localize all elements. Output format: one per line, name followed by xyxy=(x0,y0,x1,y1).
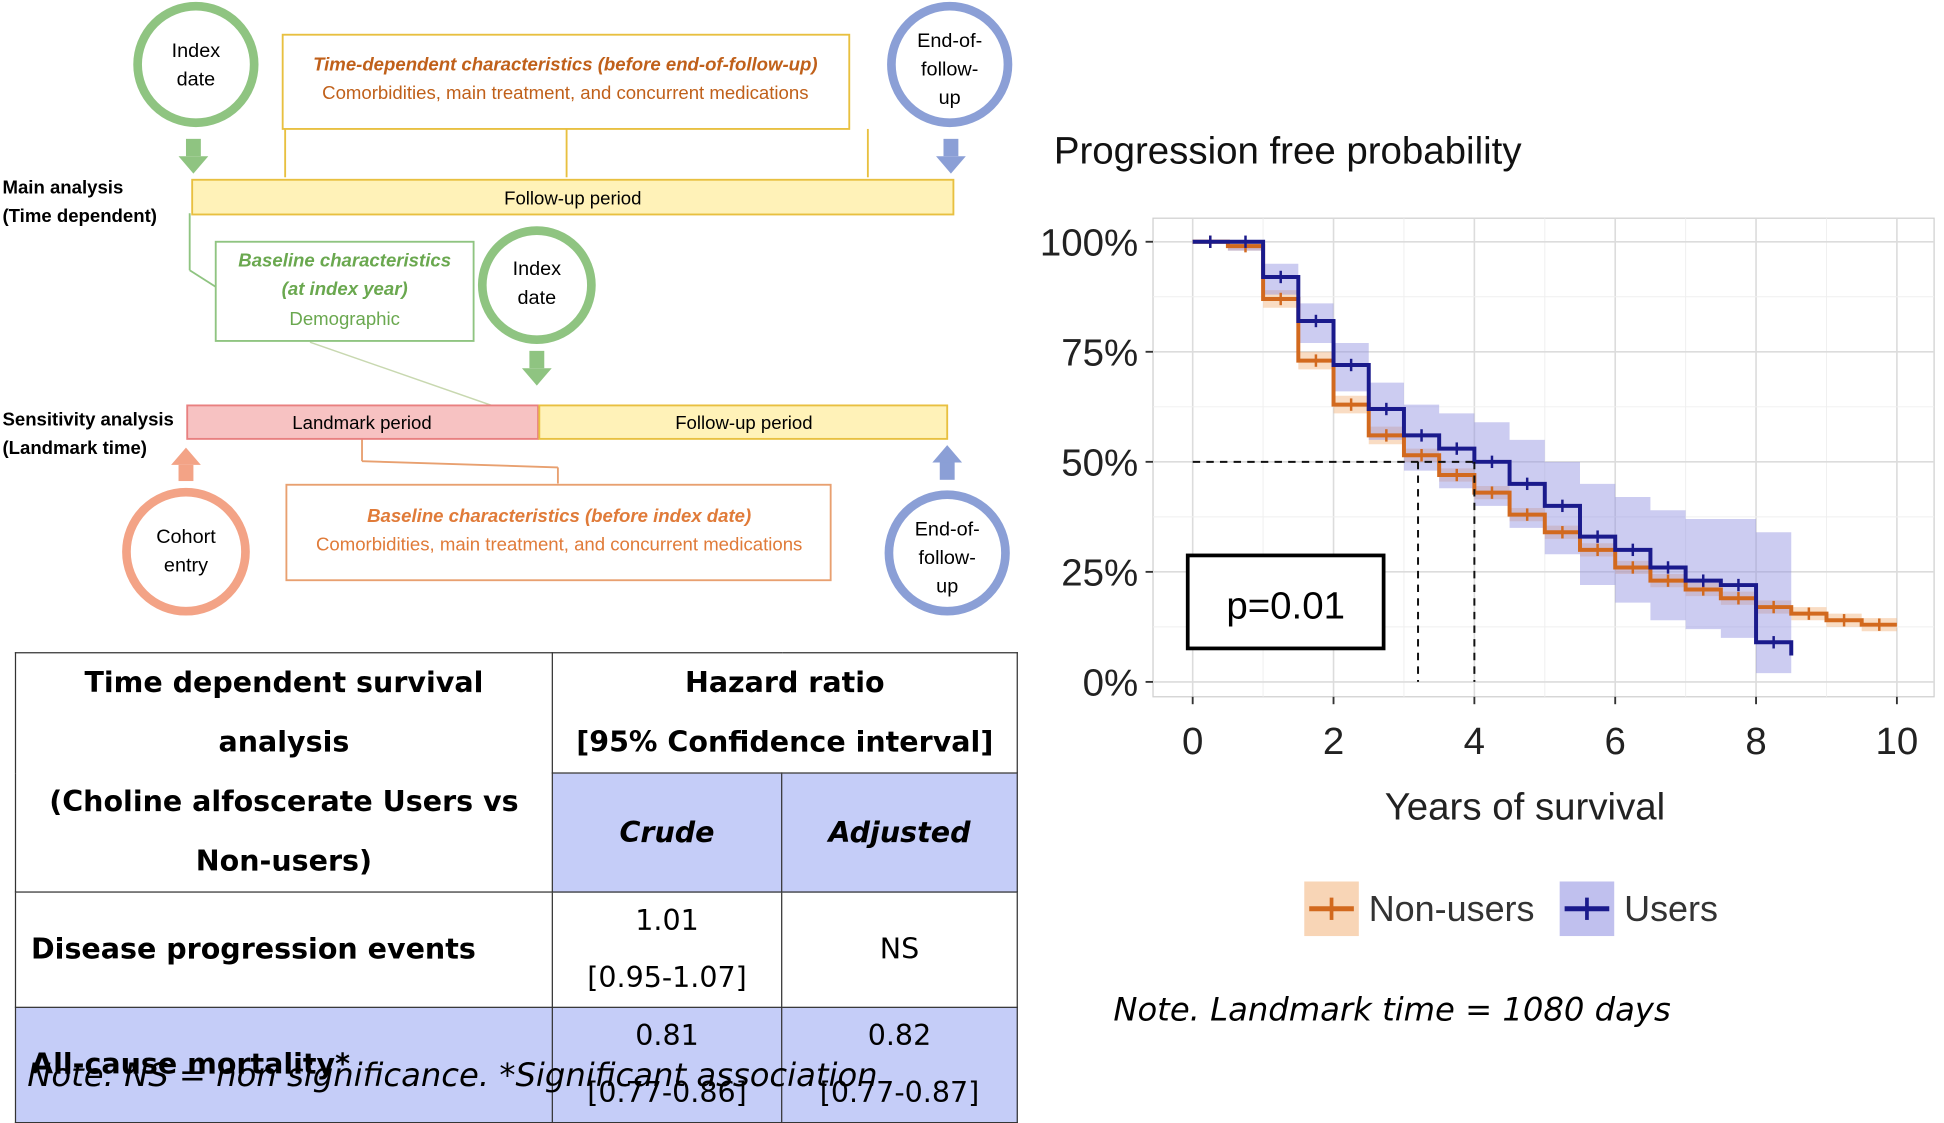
p-value-annotation: p=0.01 xyxy=(1226,585,1345,628)
main-analysis-sublabel: (Time dependent) xyxy=(2,205,157,226)
crude-value: 1.01 xyxy=(635,905,699,938)
baseline-before-body: Comorbidities, main treatment, and concu… xyxy=(316,533,802,554)
index-date2-line1: Index xyxy=(513,258,562,280)
end-of-follow-up-circle: End-of- follow- up xyxy=(887,1,1013,128)
adjusted-cell: NS xyxy=(781,891,1018,1008)
row-label: Disease progression events xyxy=(14,891,553,1008)
y-tick-label: 0% xyxy=(1083,662,1139,705)
down-arrow-icon xyxy=(178,138,209,174)
x-tick-label: 4 xyxy=(1464,720,1485,763)
time-dependent-title: Time-dependent characteristics (before e… xyxy=(313,54,817,75)
table-row: Disease progression events 1.01 [0.95-1.… xyxy=(14,891,1018,1008)
crude-ci: [0.95-1.07] xyxy=(587,962,747,995)
table-header-right: Hazard ratio [95% Confidence interval] xyxy=(551,652,1018,774)
index-date-line2: date xyxy=(177,69,216,91)
table-note: Note. NS = non significance. *Significan… xyxy=(27,1057,878,1095)
y-tick-label: 100% xyxy=(1040,221,1138,264)
x-tick-label: 6 xyxy=(1605,720,1626,763)
down-arrow-icon xyxy=(521,350,552,386)
legend-label: Non-users xyxy=(1369,888,1535,929)
baseline-before-box xyxy=(285,483,832,582)
end-of-follow-up-circle-2: End-of- follow- up xyxy=(884,490,1010,616)
y-tick-label: 25% xyxy=(1061,551,1138,594)
connector-line xyxy=(189,269,218,289)
header-left-line1: Time dependent survival analysis xyxy=(84,667,484,759)
follow-up-bar xyxy=(191,178,955,216)
header-right-line2: [95% Confidence interval] xyxy=(576,726,994,759)
baseline-before-title: Baseline characteristics (before index d… xyxy=(367,505,751,526)
km-survival-chart: Progression free probability 0 2 4 6 8 100%25… xyxy=(1040,130,1935,937)
main-analysis-label: Main analysis xyxy=(2,176,123,197)
adjusted-header: Adjusted xyxy=(781,772,1018,893)
adjusted-value: 0.82 xyxy=(867,1020,932,1053)
p-value-box xyxy=(1185,553,1386,651)
up-arrow-icon xyxy=(171,447,201,482)
end2-line2: follow- xyxy=(919,547,976,569)
up-arrow-icon xyxy=(932,445,963,480)
x-tick-label: 2 xyxy=(1323,720,1344,763)
follow-up-bar-label: Follow-up period xyxy=(504,188,641,209)
table-header-left: Time dependent survival analysis (Cholin… xyxy=(14,652,553,893)
end-line3: up xyxy=(939,87,961,109)
chart-title: Progression free probability xyxy=(1054,130,1522,173)
x-axis-label: Years of survival xyxy=(1385,786,1665,829)
index-date-line1: Index xyxy=(172,40,221,62)
end-line1: End-of- xyxy=(917,30,982,52)
crude-cell: 1.01 [0.95-1.07] xyxy=(551,891,783,1008)
x-tick-label: 10 xyxy=(1876,720,1919,763)
end2-line1: End-of- xyxy=(915,519,980,541)
landmark-bar-label: Landmark period xyxy=(292,412,431,433)
header-right-line1: Hazard ratio xyxy=(684,667,885,700)
index-date-circle: Index date xyxy=(133,1,259,128)
cohort-entry-line2: entry xyxy=(164,555,208,577)
sensitivity-analysis-sublabel: (Landmark time) xyxy=(2,437,147,458)
chart-note: Note. Landmark time = 1080 days xyxy=(1113,991,1671,1030)
time-dependent-body: Comorbidities, main treatment, and concu… xyxy=(322,82,808,103)
baseline-index-line3: Demographic xyxy=(289,308,400,329)
end-line2: follow- xyxy=(921,59,978,81)
header-left-line3: Non-users) xyxy=(195,845,373,878)
baseline-index-line1: Baseline characteristics xyxy=(238,250,451,271)
y-tick-label: 75% xyxy=(1061,331,1138,374)
landmark-bar xyxy=(186,404,540,440)
sensitivity-analysis-label: Sensitivity analysis xyxy=(2,408,173,429)
baseline-index-line2: (at index year) xyxy=(282,278,408,299)
hazard-ratio-table: Time dependent survival analysis (Cholin… xyxy=(14,652,1018,1123)
header-left-line2: (Choline alfoscerate Users vs xyxy=(49,786,519,819)
x-tick-label: 0 xyxy=(1182,720,1203,763)
follow-up-bar-2-label: Follow-up period xyxy=(675,412,812,433)
index-date-circle-2: Index date xyxy=(477,226,596,345)
y-tick-label: 50% xyxy=(1061,441,1138,484)
baseline-index-box xyxy=(214,240,475,342)
legend-label: Users xyxy=(1624,888,1718,929)
cohort-entry-line1: Cohort xyxy=(156,526,216,548)
study-design-diagram: Index date Time-dependent characteristic… xyxy=(2,1,1013,616)
down-arrow-icon xyxy=(936,138,966,174)
connector-line xyxy=(361,460,558,469)
end2-line3: up xyxy=(936,576,958,598)
x-tick-label: 8 xyxy=(1745,720,1766,763)
crude-header: Crude xyxy=(551,772,783,893)
follow-up-bar-2 xyxy=(538,404,949,440)
cohort-entry-circle: Cohort entry xyxy=(122,487,250,616)
time-dependent-box xyxy=(281,33,851,130)
crude-value: 0.81 xyxy=(635,1020,699,1053)
index-date2-line2: date xyxy=(518,287,557,309)
